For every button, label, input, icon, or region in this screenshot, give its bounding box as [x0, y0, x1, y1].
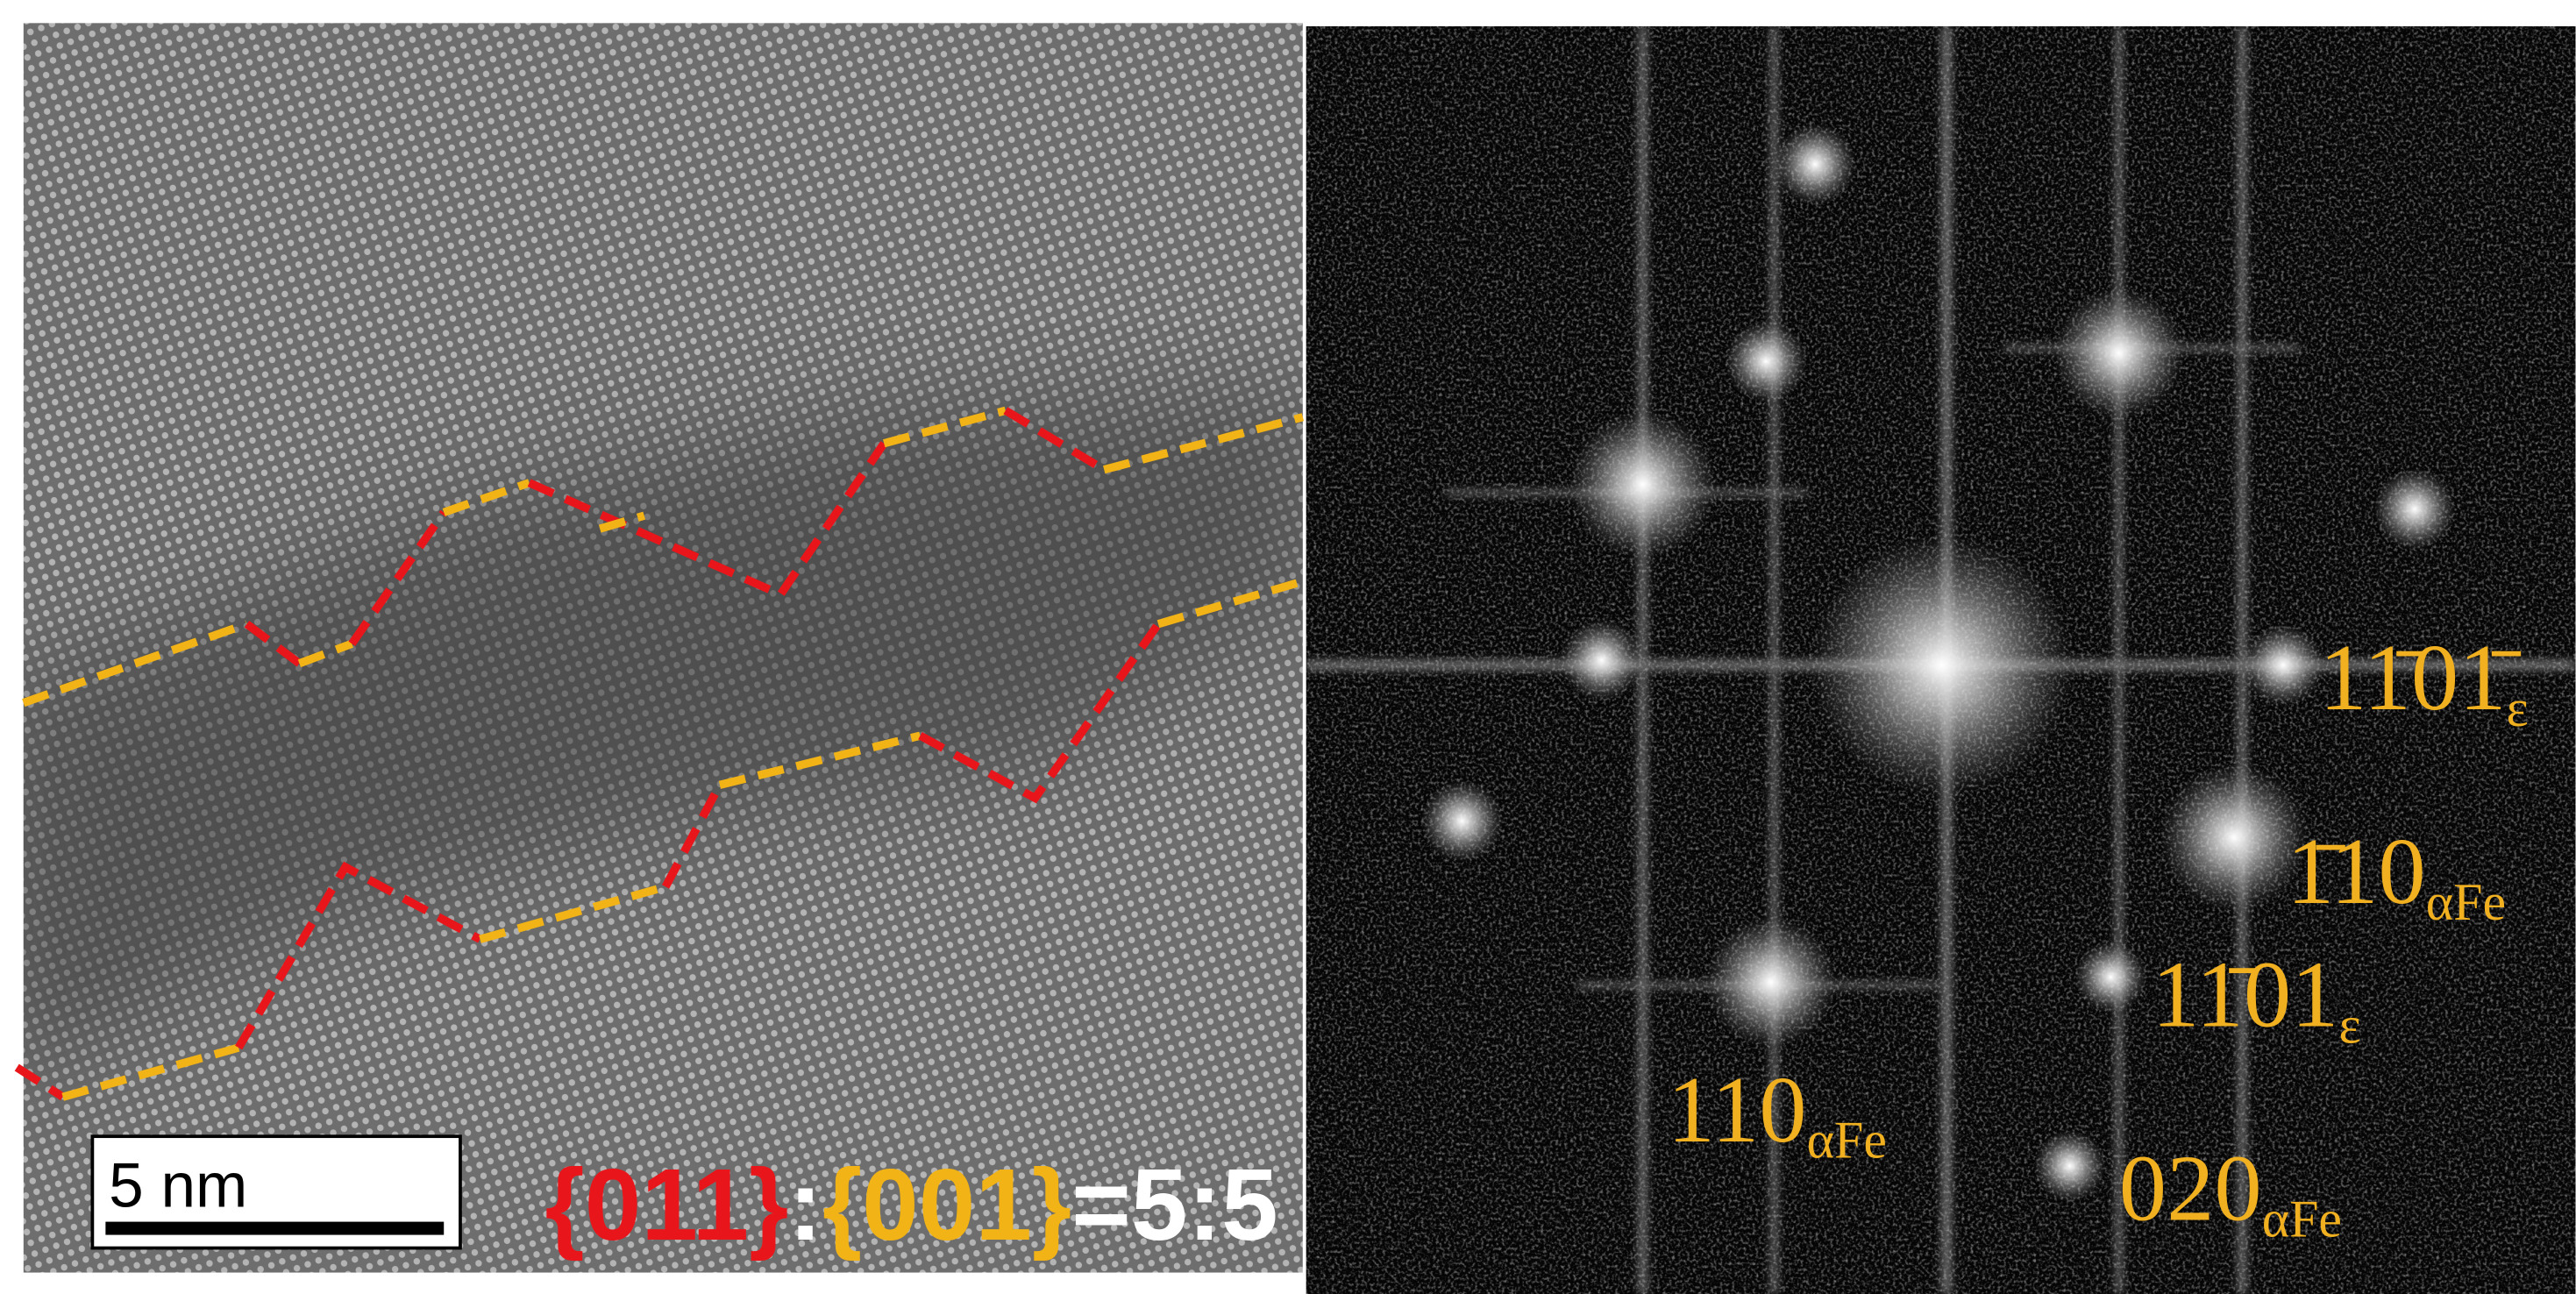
label-sub: αFe — [2262, 1190, 2342, 1248]
ratio-part: : — [788, 1148, 822, 1262]
label-main: 020 — [2119, 1136, 2262, 1241]
ratio-part: {001} — [822, 1148, 1071, 1262]
interface-traces — [14, 406, 1305, 1101]
label-sub: ε — [2338, 996, 2360, 1054]
ratio-part: {011} — [545, 1148, 789, 1262]
scale-bar-label: 5 nm — [109, 1152, 247, 1221]
label-main: 11̄01 — [2152, 942, 2338, 1048]
label-sub: ε — [2507, 679, 2529, 737]
fft-label: 020αFe — [2119, 1136, 2342, 1248]
label-sub: αFe — [1807, 1112, 1887, 1170]
fft-label: 11̄01̄ε — [2319, 625, 2528, 737]
scale-bar — [105, 1221, 445, 1235]
fft-image — [1306, 25, 2576, 1294]
label-sub: αFe — [2426, 873, 2506, 931]
label-main: 11̄01̄ — [2319, 625, 2521, 730]
fft-label: 1̄10αFe — [2287, 819, 2506, 931]
fft-labels: 11̄01̄ε 1̄10αFe 11̄01ε 110αFe 020αFe — [1668, 625, 2529, 1248]
ratio-part: =5:5 — [1071, 1148, 1278, 1262]
hrtem-image — [23, 23, 1303, 1273]
label-main: 1̄10 — [2287, 819, 2426, 924]
label-main: 110 — [1668, 1057, 1807, 1162]
fft-label: 110αFe — [1668, 1057, 1887, 1170]
fft-label: 11̄01ε — [2152, 942, 2360, 1055]
ratio-label: {011}:{001}=5:5 — [545, 1148, 1278, 1262]
